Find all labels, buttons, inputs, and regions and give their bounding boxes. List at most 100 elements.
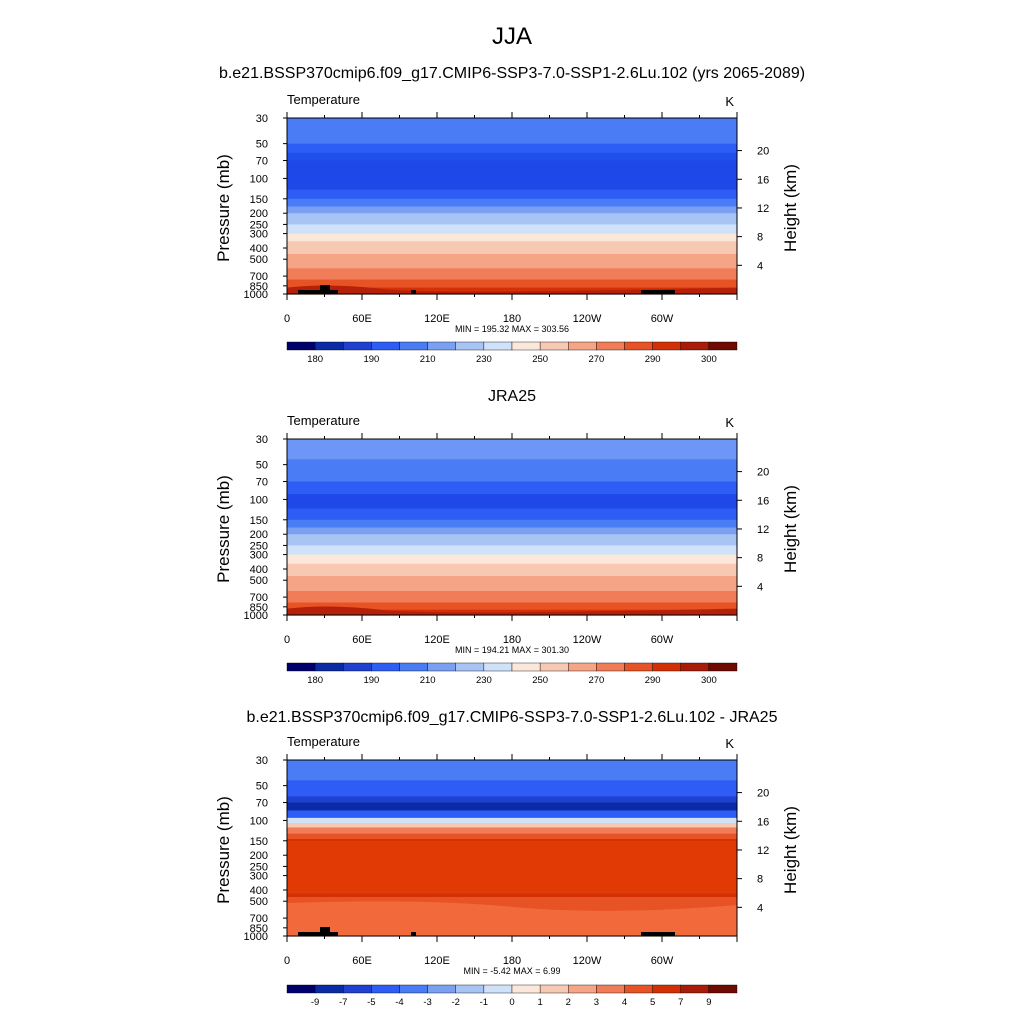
y-right-tick-label: 8 (757, 874, 763, 886)
colorbar-swatch (343, 341, 372, 351)
topography-block (330, 290, 338, 294)
contour-band (287, 527, 737, 535)
contour-band (287, 459, 737, 483)
y-tick-label: 100 (250, 173, 268, 185)
colorbar-label: 1 (537, 997, 542, 1008)
y-right-tick-label: 16 (757, 816, 769, 828)
contour-band (287, 206, 737, 214)
colorbar-swatch (399, 662, 428, 672)
y-tick-label: 100 (250, 494, 268, 506)
y-tick-label: 500 (250, 896, 268, 908)
colorbar-swatch (511, 662, 541, 672)
contour-band (287, 796, 737, 804)
contour-band (287, 760, 737, 781)
y-tick-label: 30 (256, 755, 268, 767)
contour-band (287, 602, 737, 611)
x-tick-label: 120E (424, 634, 450, 646)
colorbar-label: 0 (509, 997, 514, 1008)
y-tick-label: 100 (250, 815, 268, 827)
colorbar-swatch (286, 984, 316, 994)
colorbar-label: 180 (307, 354, 323, 365)
contour-band (287, 178, 737, 191)
y-right-tick-label: 20 (757, 146, 769, 158)
y-tick-label: 850 (250, 602, 268, 614)
x-tick-label: 120E (424, 955, 450, 967)
y-tick-label: 300 (250, 229, 268, 241)
x-tick-label: 120W (573, 634, 602, 646)
colorbar-swatch (708, 662, 738, 672)
y-tick-label: 250 (250, 219, 268, 231)
contour-band (287, 827, 737, 835)
contour-band (287, 534, 737, 547)
colorbar-swatch (455, 662, 485, 672)
panel-title: JRA25 (488, 388, 536, 405)
x-tick-label: 180 (503, 955, 521, 967)
contour-band (287, 780, 737, 798)
y-tick-label: 850 (250, 923, 268, 935)
colorbar-label: 230 (476, 675, 492, 686)
contour-band (287, 268, 737, 281)
colorbar-label: 210 (420, 354, 436, 365)
y-axis-label: Pressure (mb) (214, 475, 233, 583)
colorbar-label: 250 (532, 675, 548, 686)
contour-band (287, 198, 737, 208)
variable-label: Temperature (287, 413, 360, 428)
contour-band (287, 118, 737, 134)
x-tick-label: 0 (284, 634, 290, 646)
y-right-tick-label: 16 (757, 495, 769, 507)
colorbar-label: 4 (622, 997, 627, 1008)
colorbar-label: -9 (311, 997, 319, 1008)
colorbar-swatch (314, 662, 344, 672)
contour-band (287, 143, 737, 154)
colorbar-label: 270 (588, 675, 604, 686)
contour-band (287, 545, 737, 556)
colorbar-swatch (427, 341, 456, 351)
colorbar-swatch (596, 341, 625, 351)
units-label: K (725, 736, 734, 751)
colorbar-label: 290 (645, 675, 661, 686)
colorbar-label: 2 (566, 997, 571, 1008)
y-right-axis-label: Height (km) (781, 485, 800, 573)
colorbar-label: 190 (363, 675, 379, 686)
colorbar-swatch (708, 341, 738, 351)
y-right-tick-label: 8 (757, 553, 763, 565)
colorbar-label: -4 (395, 997, 403, 1008)
y-axis-label: Pressure (mb) (214, 154, 233, 262)
y-tick-label: 200 (250, 529, 268, 541)
topography-block (298, 290, 320, 294)
colorbar-swatch (455, 984, 485, 994)
y-tick-label: 200 (250, 850, 268, 862)
colorbar-label: 9 (706, 997, 711, 1008)
colorbar-swatch (511, 984, 541, 994)
y-tick-label: 300 (250, 871, 268, 883)
colorbar-label: -1 (480, 997, 488, 1008)
y-right-axis-label: Height (km) (781, 164, 800, 252)
contour-band (287, 810, 737, 819)
chart-panel: JRA25 Temperature K 0 60E 120E 180 120W 60W 30 50 7… (214, 388, 800, 686)
chart-panel: b.e21.BSSP370cmip6.f09_g17.CMIP6-SSP3-7.… (214, 65, 805, 365)
x-tick-label: 0 (284, 955, 290, 967)
colorbar-swatch (652, 984, 681, 994)
y-tick-label: 50 (256, 781, 268, 793)
y-tick-label: 50 (256, 460, 268, 472)
colorbar-label: 230 (476, 354, 492, 365)
colorbar-label: 210 (420, 675, 436, 686)
x-tick-label: 60W (651, 313, 674, 325)
y-right-tick-label: 16 (757, 174, 769, 186)
colorbar-swatch (596, 984, 625, 994)
colorbar-label: -5 (367, 997, 375, 1008)
contour-band (287, 840, 737, 894)
contour-band (287, 132, 737, 145)
y-tick-label: 500 (250, 575, 268, 587)
topography-block (641, 932, 675, 936)
colorbar-swatch (399, 984, 428, 994)
x-tick-label: 120E (424, 313, 450, 325)
colorbar-swatch (652, 341, 681, 351)
colorbar-swatch (483, 984, 513, 994)
topography-block (330, 932, 338, 936)
colorbar-swatch (652, 662, 681, 672)
colorbar-swatch (708, 984, 738, 994)
colorbar-swatch (624, 341, 653, 351)
x-tick-label: 120W (573, 313, 602, 325)
colorbar-label: 270 (588, 354, 604, 365)
